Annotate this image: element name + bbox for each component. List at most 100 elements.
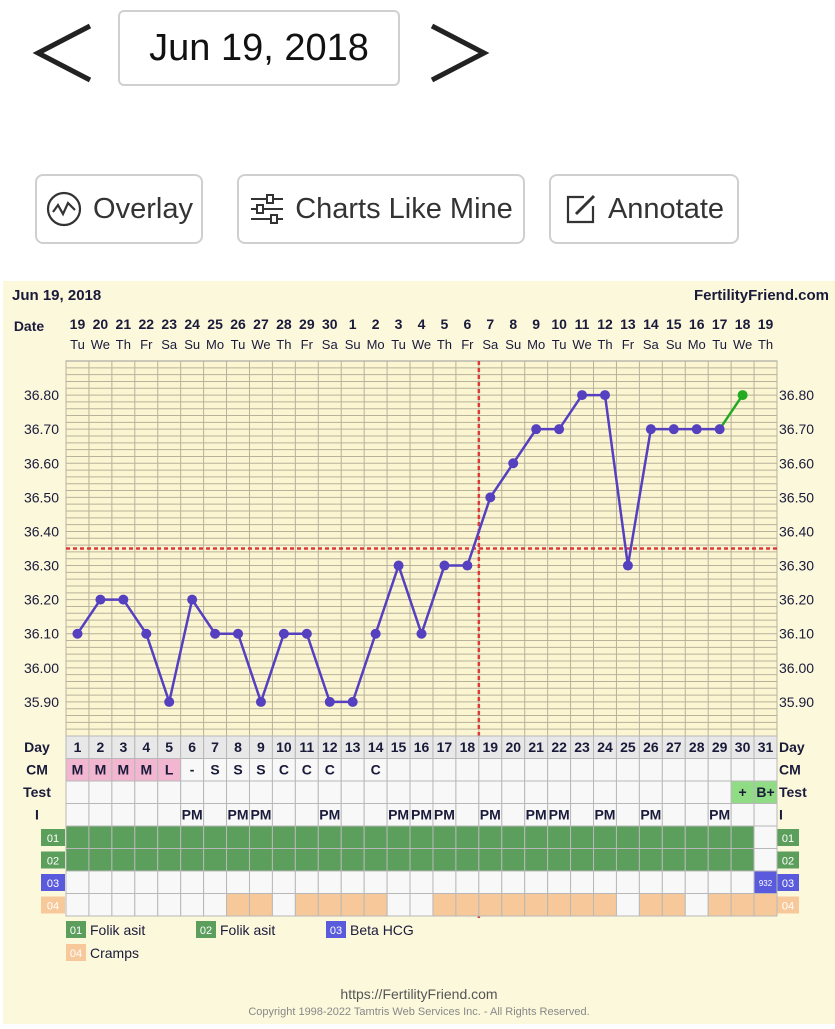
legend-code: 02: [200, 925, 212, 937]
row-cell: [271, 825, 296, 849]
temperature-point[interactable]: [599, 390, 610, 401]
row-code-badge: [41, 874, 65, 891]
date-label: 14: [643, 316, 659, 332]
row-cell: [203, 848, 228, 872]
row-cell: [317, 848, 342, 872]
temperature-point[interactable]: [72, 628, 83, 639]
temperature-point[interactable]: [278, 628, 289, 639]
row-cell: [226, 870, 250, 894]
sliders-icon: [251, 194, 284, 224]
cycle-day-label: 4: [142, 739, 150, 755]
cycle-day-label: 23: [574, 739, 590, 755]
date-label: 7: [486, 316, 494, 332]
weekday-label: Mo: [206, 337, 224, 352]
row-cell: [638, 893, 663, 917]
row-cell: [455, 848, 480, 872]
row-cell-text: PM: [319, 807, 340, 823]
row-cell: [409, 893, 434, 917]
brand-label: FertilityFriend.com: [694, 287, 829, 304]
temperature-point[interactable]: [691, 424, 702, 435]
cycle-day-label: 9: [257, 739, 265, 755]
row-cell: [524, 758, 549, 782]
footer-url[interactable]: https://FertilityFriend.com: [340, 986, 497, 1002]
row-cell: [157, 848, 182, 872]
weekday-label: Th: [116, 337, 131, 352]
temperature-point[interactable]: [714, 424, 725, 435]
annotate-button[interactable]: Annotate: [549, 174, 739, 244]
cycle-day-label: 15: [391, 739, 407, 755]
day-row-label-right: Day: [779, 739, 805, 755]
temperature-point[interactable]: [95, 594, 106, 605]
temperature-point[interactable]: [301, 628, 312, 639]
row-cell: [386, 848, 411, 872]
row-cell: [65, 780, 90, 804]
row-cell: [501, 870, 526, 894]
temperature-point[interactable]: [347, 696, 358, 707]
temperature-point[interactable]: [370, 628, 381, 639]
row-cell: [730, 870, 755, 894]
y-tick-label-right: 36.20: [779, 592, 814, 608]
row-cell: [180, 848, 205, 872]
temperature-point[interactable]: [737, 390, 748, 401]
temperature-point[interactable]: [531, 424, 542, 435]
legend-code: 04: [70, 948, 82, 960]
row-cell: [455, 870, 480, 894]
temperature-point[interactable]: [393, 560, 404, 571]
row-cell: [432, 870, 457, 894]
charts-like-mine-button[interactable]: Charts Like Mine: [237, 174, 525, 244]
temperature-point[interactable]: [118, 594, 129, 605]
temperature-point[interactable]: [668, 424, 679, 435]
row-cell: [88, 825, 113, 849]
weekday-label: Sa: [482, 337, 499, 352]
row-cell: [294, 780, 319, 804]
prev-day-button[interactable]: [32, 18, 102, 88]
overlay-button[interactable]: Overlay: [35, 174, 203, 244]
row-cell-text: C: [325, 762, 335, 778]
temperature-point[interactable]: [462, 560, 473, 571]
temperature-point[interactable]: [554, 424, 565, 435]
temperature-point[interactable]: [233, 628, 244, 639]
row-cell: [203, 780, 228, 804]
current-date[interactable]: Jun 19, 2018: [118, 10, 400, 86]
temperature-point[interactable]: [508, 458, 519, 469]
row-cell: [157, 893, 182, 917]
row-cell: [88, 893, 113, 917]
row-cell: [615, 803, 640, 827]
temperature-point[interactable]: [577, 390, 588, 401]
row-cell: [294, 893, 319, 917]
temperature-point[interactable]: [485, 492, 496, 503]
row-cell: [455, 758, 480, 782]
temperature-point[interactable]: [164, 696, 175, 707]
temperature-point[interactable]: [255, 696, 266, 707]
temperature-point[interactable]: [141, 628, 152, 639]
temperature-point[interactable]: [324, 696, 335, 707]
temperature-point[interactable]: [439, 560, 450, 571]
cycle-day-label: 13: [345, 739, 361, 755]
temperature-line-latest: [718, 394, 744, 430]
next-day-button[interactable]: [422, 18, 492, 88]
row-cell: [386, 825, 411, 849]
temperature-point[interactable]: [416, 628, 427, 639]
temperature-point[interactable]: [210, 628, 221, 639]
date-label: 30: [322, 316, 338, 332]
cycle-day-label: 24: [597, 739, 613, 755]
row-cell: [65, 870, 90, 894]
weekday-label: Mo: [367, 337, 385, 352]
row-cell: [707, 758, 732, 782]
row-code-badge: [41, 851, 65, 869]
temperature-point[interactable]: [622, 560, 633, 571]
weekday-label: Mo: [527, 337, 545, 352]
temperature-point[interactable]: [645, 424, 656, 435]
legend-label: Folik asit: [90, 922, 145, 938]
temperature-point[interactable]: [187, 594, 198, 605]
row-cell: [409, 848, 434, 872]
row-code-label: 03: [47, 878, 59, 890]
row-cell: [203, 870, 228, 894]
row-cell: [180, 893, 205, 917]
row-cell: [432, 893, 457, 917]
row-cell: [730, 803, 755, 827]
date-label: 17: [712, 316, 728, 332]
cycle-day-label: 7: [211, 739, 219, 755]
row-cell: [65, 803, 90, 827]
row-cell: [661, 780, 686, 804]
